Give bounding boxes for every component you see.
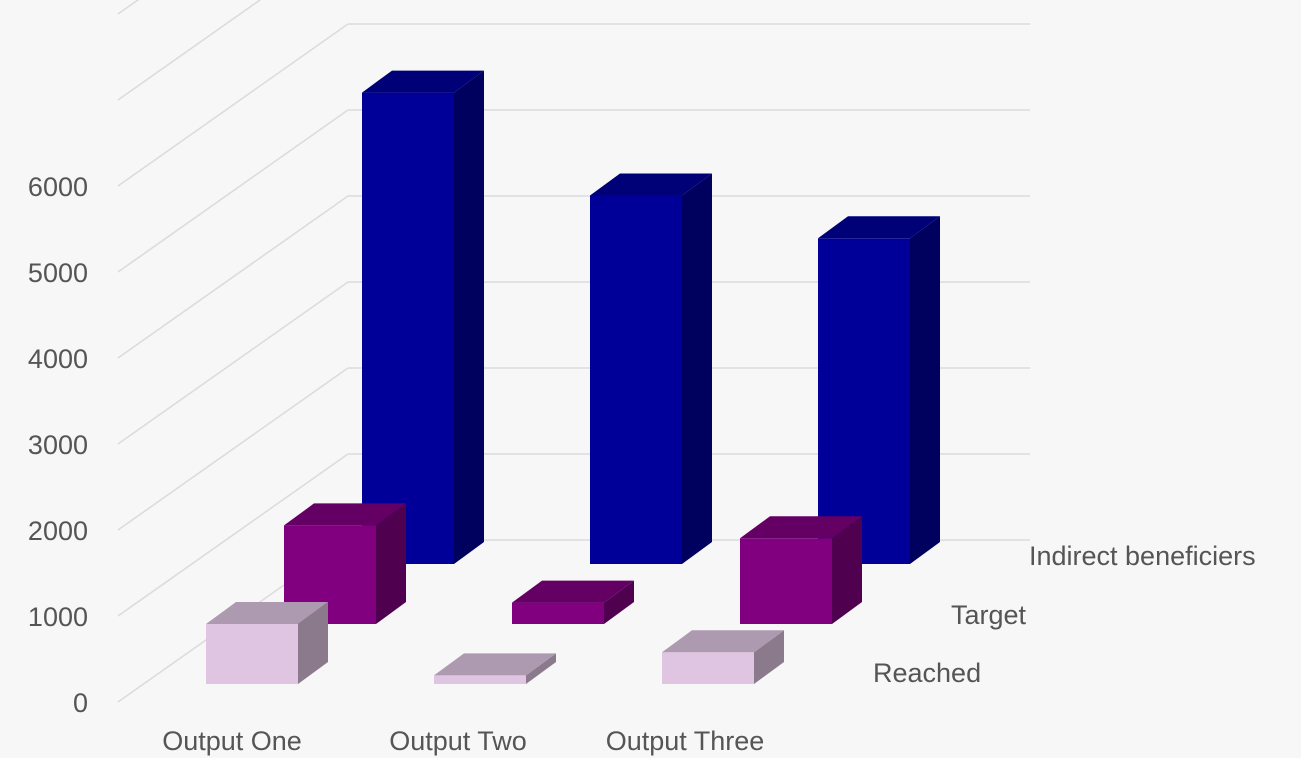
bar-side-face (376, 503, 406, 624)
gridline-side (117, 195, 349, 359)
bar-front-face (206, 624, 298, 684)
y-tick-label: 2000 (28, 516, 88, 546)
bar (662, 630, 784, 684)
bar-front-face (740, 538, 832, 624)
bar-side-face (910, 216, 940, 564)
bar-top-face (434, 653, 556, 676)
series-label: Reached (873, 658, 981, 688)
bar-side-face (454, 70, 484, 564)
bar (206, 602, 328, 684)
gridline-side (117, 281, 349, 445)
bar (590, 173, 712, 564)
bar-top-face (740, 516, 862, 539)
bar-side-face (754, 630, 784, 684)
y-tick-label: 0 (73, 688, 88, 718)
x-category-label: Output Three (606, 726, 765, 756)
bar-side-face (526, 653, 556, 684)
bar-front-face (590, 195, 682, 564)
bar-top-face (818, 216, 940, 239)
y-tick-label: 6000 (28, 172, 88, 202)
chart-bars (206, 70, 940, 684)
gridline-side (117, 453, 349, 617)
bar-top-face (662, 630, 784, 653)
gridline-side (117, 0, 140, 15)
bar (512, 580, 634, 624)
bar-top-face (284, 503, 406, 526)
bar-front-face (512, 602, 604, 624)
bar-side-face (298, 602, 328, 684)
bar-front-face (662, 652, 754, 684)
x-category-label: Output One (162, 726, 302, 756)
gridline-side (117, 367, 349, 531)
bar-side-face (604, 580, 634, 624)
bar-side-face (682, 173, 712, 564)
bar-front-face (434, 675, 526, 684)
bar (740, 516, 862, 624)
gridline-side (117, 0, 262, 101)
y-tick-label: 4000 (28, 344, 88, 374)
bar (362, 70, 484, 564)
bar (818, 216, 940, 564)
bar-top-face (590, 173, 712, 196)
y-tick-label: 3000 (28, 430, 88, 460)
bar-top-face (362, 70, 484, 93)
gridline-side (117, 23, 349, 187)
x-axis-category-labels: Output One Output Two Output Three (162, 726, 764, 756)
x-category-label: Output Two (389, 726, 527, 756)
bar-front-face (818, 238, 910, 564)
y-axis-tick-labels: 0 1000 2000 3000 4000 5000 6000 (28, 172, 88, 718)
series-label: Indirect beneficiers (1029, 541, 1256, 571)
y-tick-label: 1000 (28, 602, 88, 632)
y-tick-label: 5000 (28, 258, 88, 288)
gridline-side (117, 109, 349, 273)
bar (434, 653, 556, 684)
bar-top-face (206, 602, 328, 625)
series-label: Target (951, 600, 1027, 630)
bar-side-face (832, 516, 862, 624)
bar (284, 503, 406, 624)
bar-top-face (512, 580, 634, 603)
bar-front-face (362, 92, 454, 564)
